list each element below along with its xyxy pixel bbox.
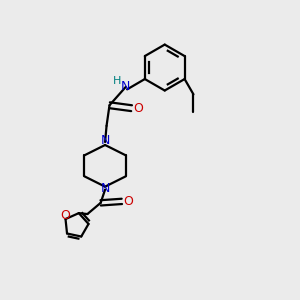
Text: O: O bbox=[61, 209, 70, 222]
Text: O: O bbox=[133, 102, 143, 115]
Text: N: N bbox=[100, 182, 110, 195]
Text: N: N bbox=[100, 134, 110, 147]
Text: O: O bbox=[123, 195, 133, 208]
Text: N: N bbox=[121, 80, 130, 94]
Text: H: H bbox=[113, 76, 122, 85]
